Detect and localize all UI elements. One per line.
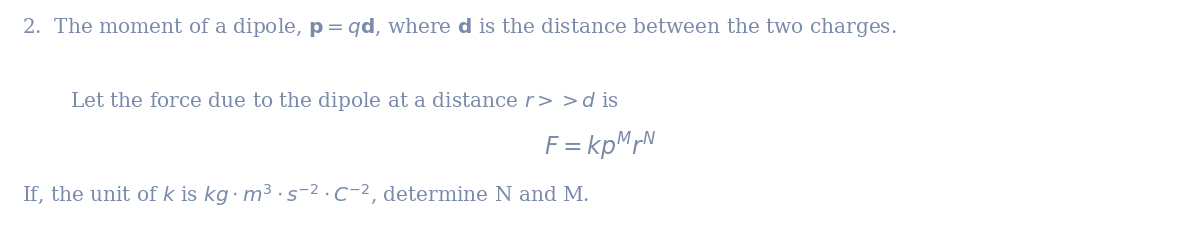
Text: 2.  The moment of a dipole, $\mathbf{p} = q\mathbf{d}$, where $\mathbf{d}$ is th: 2. The moment of a dipole, $\mathbf{p} =… bbox=[22, 16, 896, 39]
Text: If, the unit of $k$ is $kg \cdot m^{3} \cdot s^{-2} \cdot C^{-2}$, determine N a: If, the unit of $k$ is $kg \cdot m^{3} \… bbox=[22, 181, 589, 207]
Text: Let the force due to the dipole at a distance $r >> d$ is: Let the force due to the dipole at a dis… bbox=[70, 90, 618, 113]
Text: $F = kp^{M}r^{N}$: $F = kp^{M}r^{N}$ bbox=[544, 130, 656, 162]
